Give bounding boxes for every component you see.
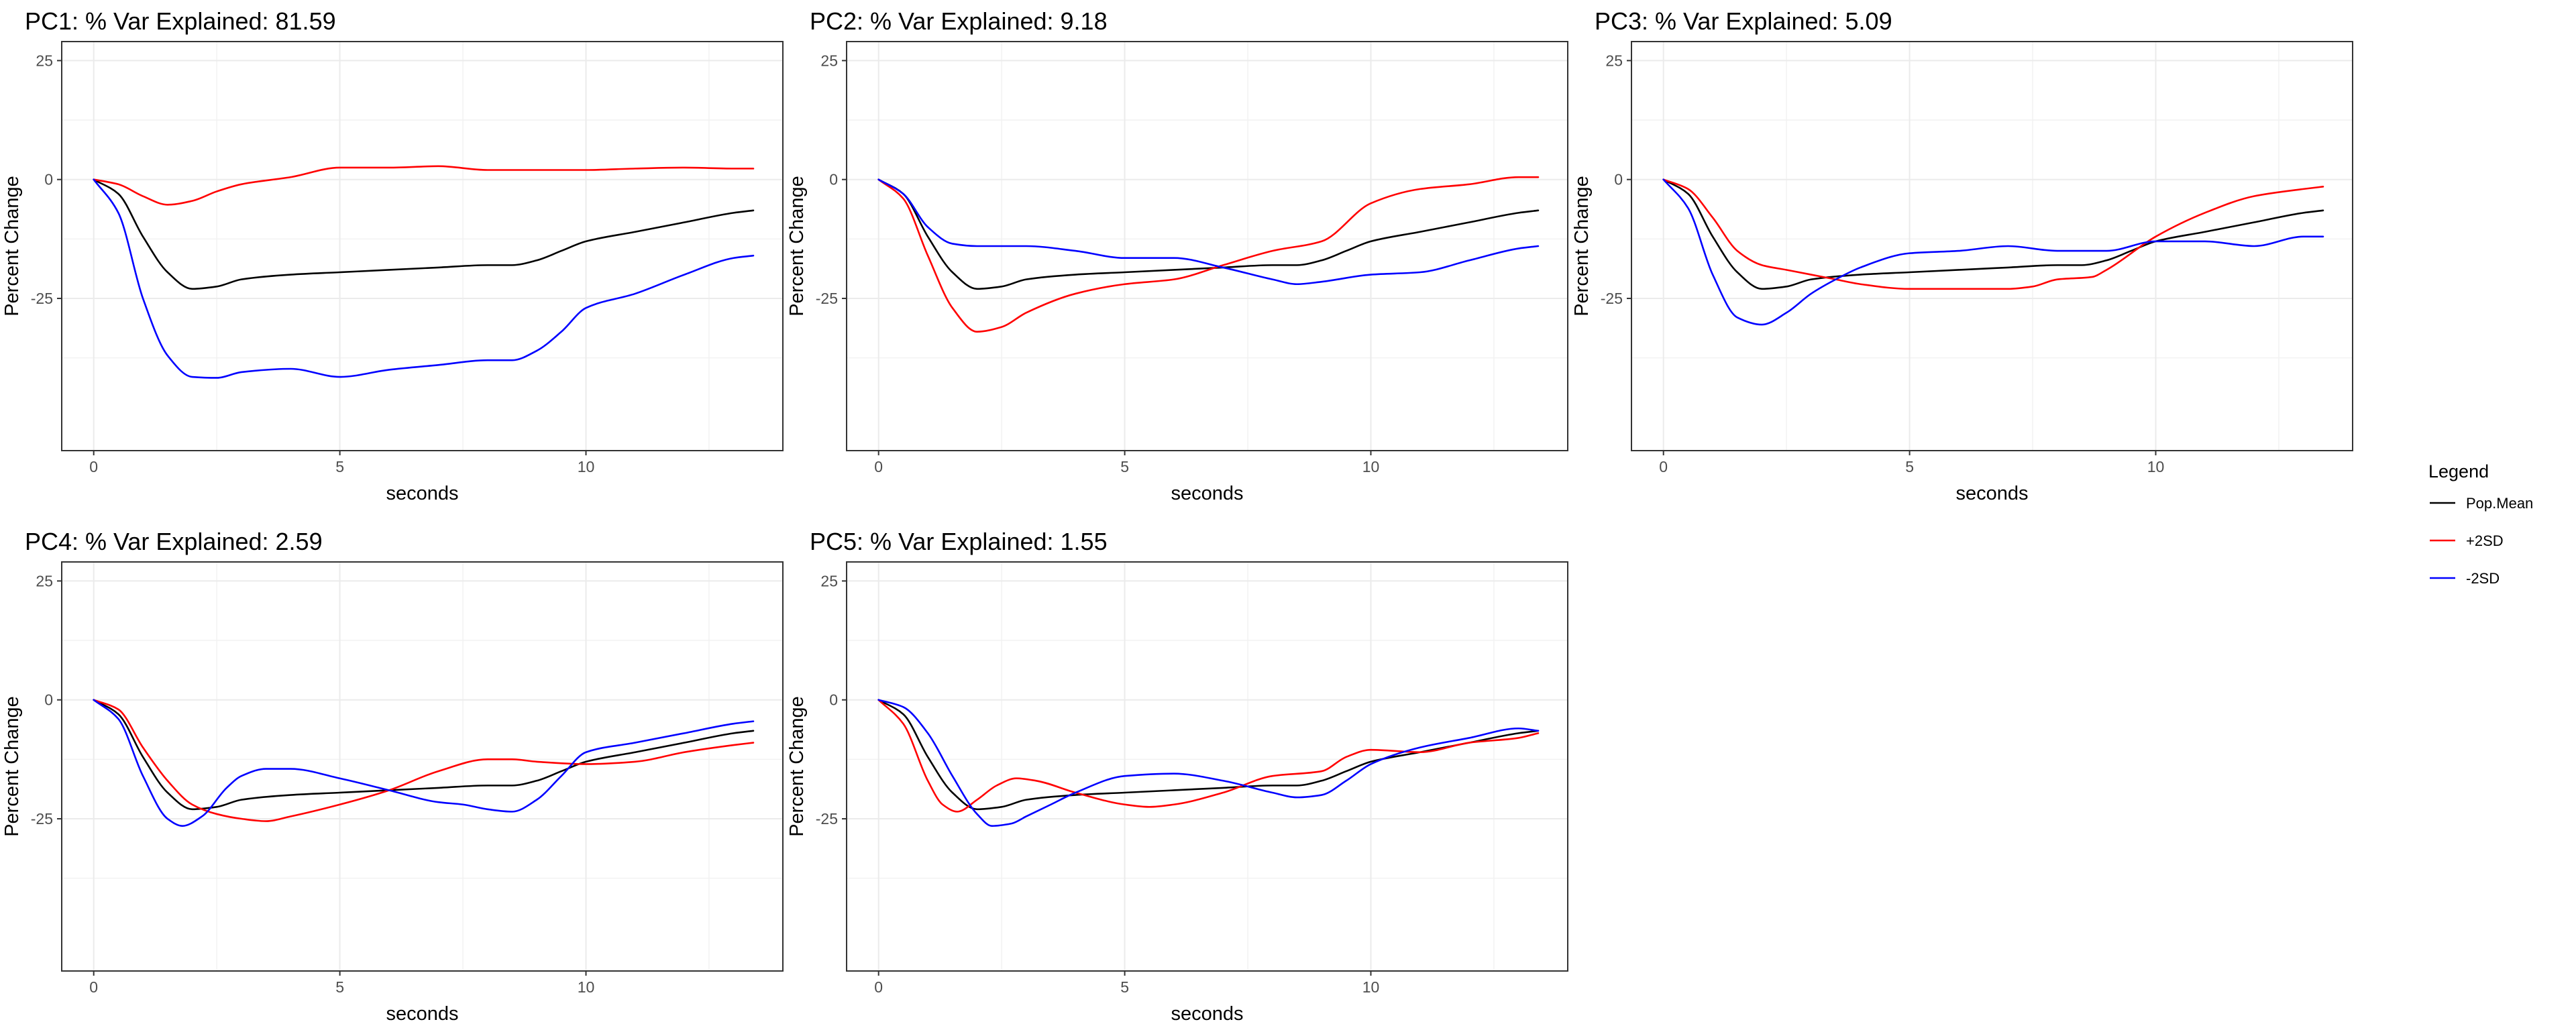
plot-background <box>62 42 783 451</box>
x-tick-label: 5 <box>1120 978 1129 996</box>
panel-pc1: 0 5 10 25 0 -25 PC1: % Var Explained: 81.59 sec… <box>1 7 784 504</box>
x-tick-label: 10 <box>1362 458 1380 475</box>
y-tick-label: -25 <box>816 290 838 307</box>
panel-title: PC3: % Var Explained: 5.09 <box>1595 7 1892 35</box>
y-tick-label: 25 <box>820 52 838 69</box>
y-axis-title: Percent Change <box>786 176 808 317</box>
series-line-pop-mean <box>93 699 755 811</box>
series-line-2sd <box>1662 178 2324 326</box>
x-axis-title: seconds <box>386 1003 458 1025</box>
y-tick-label: 25 <box>820 572 838 589</box>
panel-pc5: 0 5 10 25 0 -25 PC5: % Var Explained: 1.55 seco… <box>786 528 1568 1025</box>
x-tick-label: 10 <box>578 458 595 475</box>
x-tick-label: 0 <box>89 978 98 996</box>
panel-border <box>846 561 1568 972</box>
y-tick-label: -25 <box>31 810 53 827</box>
panel-border <box>846 41 1568 451</box>
x-tick-label: 5 <box>335 978 344 996</box>
y-tick-label: 0 <box>1614 171 1623 188</box>
y-tick-label: 0 <box>829 171 838 188</box>
series-line-2sd <box>877 178 1540 286</box>
x-tick-label: 10 <box>578 978 595 996</box>
plot-background <box>62 562 783 971</box>
x-tick-label: 0 <box>874 978 883 996</box>
y-axis-title: Percent Change <box>1 696 23 837</box>
y-axis-title: Percent Change <box>1 176 23 317</box>
x-axis-title: seconds <box>1171 1003 1243 1025</box>
x-tick-label: 5 <box>1905 458 1914 475</box>
panel-title: PC1: % Var Explained: 81.59 <box>25 7 336 35</box>
legend-label: +2SD <box>2466 532 2504 549</box>
series-line-pop-mean <box>877 178 1540 290</box>
panel-title: PC5: % Var Explained: 1.55 <box>810 528 1108 555</box>
y-tick-label: 0 <box>44 691 53 709</box>
series-line-2sd <box>93 178 755 379</box>
y-tick-label: 0 <box>44 171 53 188</box>
plot-background <box>847 42 1568 451</box>
series-line-2sd <box>93 699 755 822</box>
x-tick-label: 0 <box>874 458 883 475</box>
panel-title: PC4: % Var Explained: 2.59 <box>25 528 323 555</box>
panel-pc3: 0 5 10 25 0 -25 PC3: % Var Explained: 5.09 seco… <box>1571 7 2353 504</box>
panel-pc4: 0 5 10 25 0 -25 PC4: % Var Explained: 2.59 seco… <box>1 528 784 1025</box>
panel-pc2: 0 5 10 25 0 -25 PC2: % Var Explained: 9.18 seco… <box>786 7 1568 504</box>
series-line-pop-mean <box>1662 178 2324 290</box>
x-axis-title: seconds <box>1955 483 2028 504</box>
y-tick-label: -25 <box>31 290 53 307</box>
y-tick-label: 25 <box>36 572 53 589</box>
panel-border <box>61 41 784 451</box>
x-tick-label: 10 <box>1362 978 1380 996</box>
panel-title: PC2: % Var Explained: 9.18 <box>810 7 1108 35</box>
series-line-2sd <box>93 165 755 206</box>
series-line-2sd <box>877 699 1540 827</box>
y-tick-label: -25 <box>816 810 838 827</box>
legend-label: -2SD <box>2466 570 2500 587</box>
x-tick-label: 10 <box>2147 458 2165 475</box>
y-tick-label: 25 <box>1605 52 1623 69</box>
y-tick-label: -25 <box>1601 290 1623 307</box>
y-tick-label: 25 <box>36 52 53 69</box>
y-axis-title: Percent Change <box>1571 176 1593 317</box>
series-line-2sd <box>877 176 1540 333</box>
x-axis-title: seconds <box>1171 483 1243 504</box>
panel-border <box>61 561 784 972</box>
x-tick-label: 5 <box>1120 458 1129 475</box>
x-tick-label: 0 <box>1659 458 1668 475</box>
series-line-2sd <box>877 699 1540 813</box>
legend-label: Pop.Mean <box>2466 495 2533 512</box>
panel-border <box>1631 41 2353 451</box>
series-line-2sd <box>1662 178 2324 290</box>
legend: Legend Pop.Mean +2SD -2SD <box>2428 461 2533 587</box>
x-tick-label: 5 <box>335 458 344 475</box>
y-axis-title: Percent Change <box>786 696 808 837</box>
plot-background <box>1631 42 2353 451</box>
x-tick-label: 0 <box>89 458 98 475</box>
series-line-2sd <box>93 699 755 827</box>
plot-background <box>847 562 1568 971</box>
legend-title: Legend <box>2428 461 2489 481</box>
series-line-pop-mean <box>93 178 755 290</box>
x-axis-title: seconds <box>386 483 458 504</box>
y-tick-label: 0 <box>829 691 838 709</box>
